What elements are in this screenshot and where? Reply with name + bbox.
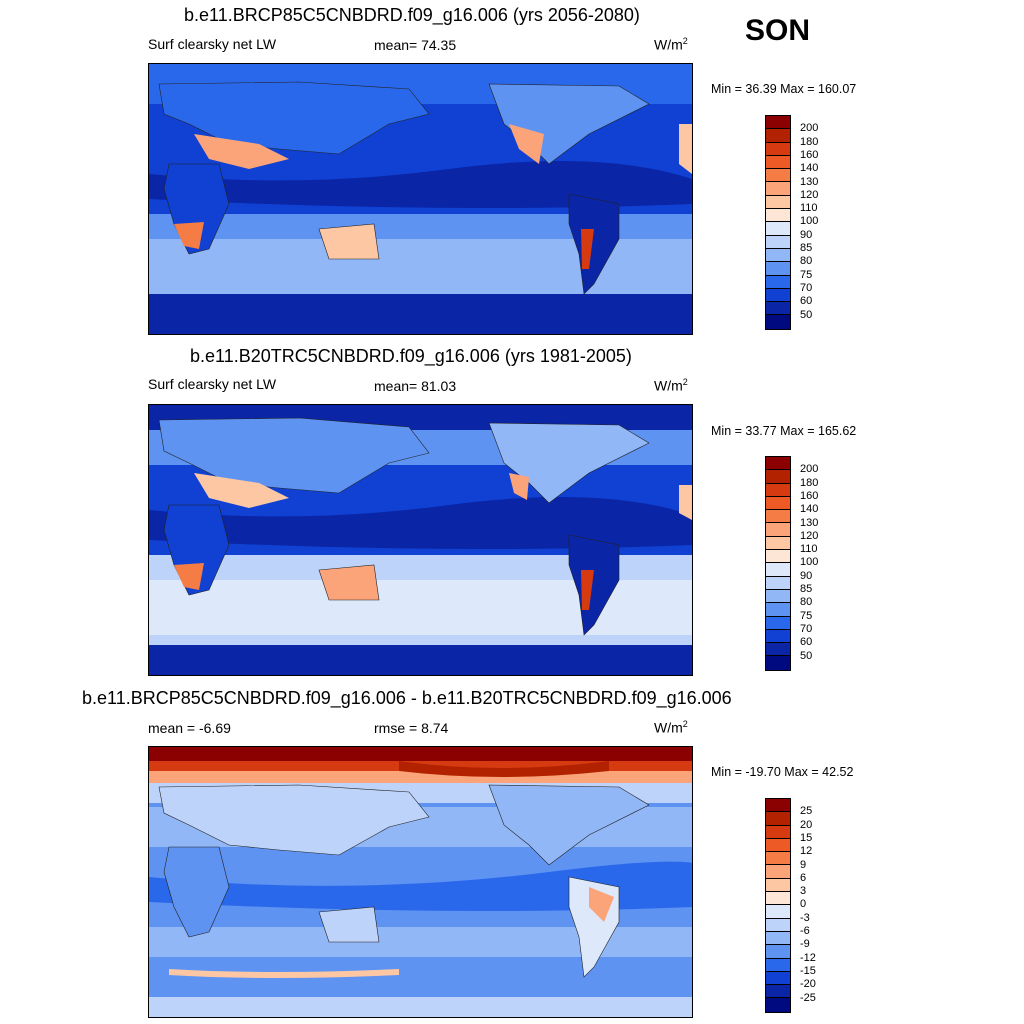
colorbar-tick-label: 75	[800, 268, 813, 281]
panel2-colorbar	[765, 456, 791, 671]
panel3-mean: mean = -6.69	[148, 720, 231, 736]
panel1-variable: Surf clearsky net LW	[148, 36, 277, 52]
panel3-colorbar	[765, 798, 791, 1013]
colorbar-tick-label: 50	[800, 308, 813, 321]
panel2-title: b.e11.B20TRC5CNBDRD.f09_g16.006 (yrs 198…	[190, 346, 632, 366]
colorbar-tick-label: 3	[800, 885, 807, 898]
colorbar-tick-label: 160	[800, 489, 819, 502]
panel2-variable: Surf clearsky net LW	[148, 376, 277, 392]
panel1-title: b.e11.BRCP85C5CNBDRD.f09_g16.006 (yrs 20…	[184, 5, 640, 25]
colorbar-tick-label: 70	[800, 622, 813, 635]
panel2-minmax: Min = 33.77 Max = 165.62	[711, 424, 857, 438]
colorbar-tick-label: 20	[800, 818, 813, 831]
colorbar-tick-label: 90	[800, 228, 813, 241]
colorbar-tick-label: 200	[800, 463, 819, 476]
colorbar-tick-label: 90	[800, 569, 813, 582]
colorbar-tick-label: -20	[800, 978, 816, 991]
colorbar-tick-label: 180	[800, 476, 819, 489]
colorbar-tick-label: -9	[800, 938, 810, 951]
colorbar-tick-label: 0	[800, 898, 807, 911]
colorbar-tick-label: 120	[800, 188, 819, 201]
colorbar-tick-label: 80	[800, 255, 813, 268]
panel3-title: b.e11.BRCP85C5CNBDRD.f09_g16.006 - b.e11…	[82, 688, 732, 708]
colorbar-tick-label: 110	[800, 202, 818, 215]
colorbar-tick-label: 180	[800, 135, 819, 148]
colorbar-tick-label: 100	[800, 215, 819, 228]
colorbar-tick-label: 120	[800, 529, 819, 542]
panel3-minmax: Min = -19.70 Max = 42.52	[711, 765, 854, 779]
colorbar-tick-label: 85	[800, 242, 813, 254]
panel3-rmse: rmse = 8.74	[374, 720, 449, 736]
colorbar-tick-label: 25	[800, 805, 813, 818]
season-label: SON	[745, 14, 811, 47]
panel2-mean: mean= 81.03	[374, 378, 457, 394]
colorbar-tick-label: -15	[800, 964, 816, 977]
colorbar-tick-label: 140	[800, 503, 819, 516]
colorbar-tick-label: 75	[800, 609, 813, 622]
colorbar-tick-label: -12	[800, 951, 816, 964]
colorbar-tick-label: 60	[800, 636, 813, 649]
colorbar-tick-label: -25	[800, 991, 816, 1004]
panel2-map	[148, 404, 693, 676]
panel1-minmax: Min = 36.39 Max = 160.07	[711, 82, 857, 96]
panel1-map	[148, 63, 693, 335]
colorbar-tick-label: -3	[800, 911, 810, 924]
panel1-map-svg	[149, 64, 692, 334]
colorbar-tick-label: 70	[800, 281, 813, 294]
panel2-map-svg	[149, 405, 692, 675]
colorbar-tick-label: 60	[800, 295, 813, 308]
colorbar-tick-label: 6	[800, 871, 807, 884]
colorbar-tick-label: 12	[800, 845, 813, 858]
colorbar-tick-label: 160	[800, 148, 819, 161]
colorbar-tick-label: 140	[800, 162, 819, 175]
colorbar-tick-label: 80	[800, 596, 813, 609]
colorbar-tick-label: 110	[800, 543, 818, 556]
colorbar-tick-label: 15	[800, 831, 813, 844]
colorbar-tick-label: 50	[800, 649, 813, 662]
colorbar-tick-label: 100	[800, 556, 819, 569]
panel3-map	[148, 746, 693, 1018]
colorbar-tick-label: 130	[800, 175, 819, 188]
panel2-units: W/m2	[654, 377, 688, 394]
colorbar-tick-label: 200	[800, 122, 819, 135]
panel3-units: W/m2	[654, 719, 688, 736]
panel1-units: W/m2	[654, 36, 688, 53]
colorbar-tick-label: 9	[800, 858, 807, 871]
colorbar-tick-label: 85	[800, 583, 813, 595]
panel1-colorbar	[765, 115, 791, 330]
panel3-map-svg	[149, 747, 692, 1017]
panel1-mean: mean= 74.35	[374, 37, 457, 53]
colorbar-tick-label: 130	[800, 516, 819, 529]
colorbar-tick-label: -6	[800, 925, 810, 937]
